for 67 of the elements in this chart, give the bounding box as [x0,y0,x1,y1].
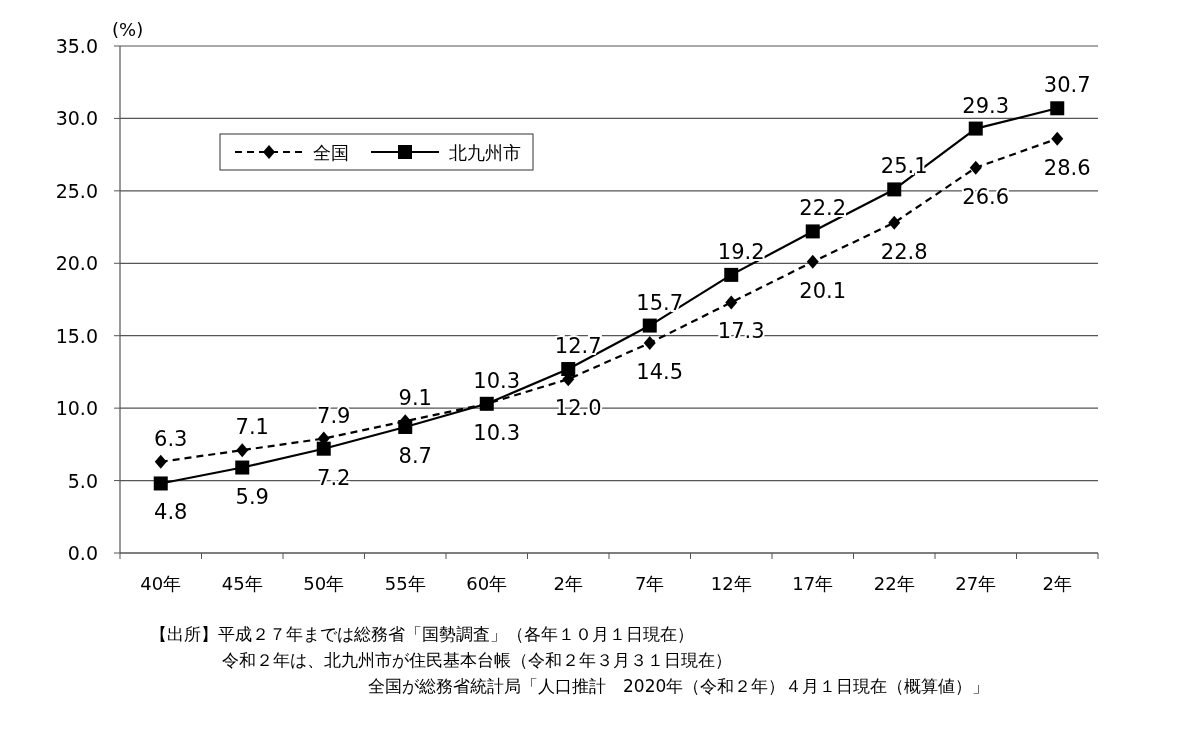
point [153,476,168,491]
y-axis-title: (%) [112,19,144,40]
data-label: 5.9 [235,484,269,509]
data-label: 30.7 [1043,73,1091,98]
y-tick-label: 30.0 [55,107,98,130]
text: 令和２年は、北九州市が住民基本台帳（令和２年３月３１日現在） [222,650,732,670]
data-label: 26.6 [962,184,1010,209]
point [235,460,250,475]
data-label: 12.7 [554,334,602,359]
y-tick-label: 10.0 [55,397,98,420]
y-tick-label: 25.0 [55,179,98,202]
data-label: 28.6 [1043,155,1091,180]
x-tick-label: 60年 [466,573,508,594]
x-tick-label: 45年 [221,573,263,594]
point [968,121,983,136]
data-label: 14.5 [636,359,684,384]
x-tick-label: 27年 [955,573,997,594]
point [236,443,249,458]
data-label: 29.3 [962,93,1010,118]
point [643,335,656,350]
data-label: 20.1 [799,278,847,303]
point [316,441,331,456]
x-tick-label: 2年 [1042,573,1072,594]
y-tick-label: 20.0 [55,252,98,275]
point [398,419,413,434]
point [642,318,657,333]
x-tick-label: 55年 [384,573,426,594]
x-tick-label: 22年 [873,573,915,594]
y-tick-label: 15.0 [55,324,98,347]
x-tick-label: 12年 [710,573,752,594]
x-tick-label: 40年 [140,573,182,594]
x-tick-label: 7年 [635,573,665,594]
legend-label: 全国 [313,142,349,163]
data-label: 7.1 [235,415,269,440]
point [1050,101,1065,116]
y-tick-label: 35.0 [55,35,98,57]
data-label: 10.3 [473,368,521,393]
data-label: 22.2 [799,196,847,221]
point [724,267,739,282]
text: 【出所】平成２７年までは総務省「国勢調査」（各年１０月１日現在） [150,624,694,644]
x-tick-label: 50年 [303,573,345,594]
data-label: 19.2 [717,239,765,264]
data-label: 8.7 [398,443,432,468]
point [154,454,167,469]
data-label: 9.1 [398,386,432,411]
x-tick-label: 17年 [792,573,834,594]
data-label: 25.1 [880,154,928,179]
data-label: 15.7 [636,290,684,315]
point [888,215,901,230]
text: 全国が総務省統計局「人口推計 2020年（令和２年）４月１日現在（概算値）」 [368,676,990,696]
point [561,362,576,377]
legend-label: 北九州市 [449,142,521,163]
y-tick-label: 0.0 [67,542,98,564]
x-tick-label: 2年 [553,573,583,594]
point [806,254,819,269]
point [805,224,820,239]
data-label: 7.9 [317,403,351,428]
point [1051,131,1064,146]
y-tick-label: 5.0 [67,469,98,492]
data-label: 22.8 [880,239,928,264]
data-label: 4.8 [154,500,188,525]
point [725,295,738,310]
data-label: 12.0 [554,396,602,421]
data-label: 10.3 [473,420,521,445]
data-label: 6.3 [154,426,188,451]
point [887,182,902,197]
point [969,160,982,175]
